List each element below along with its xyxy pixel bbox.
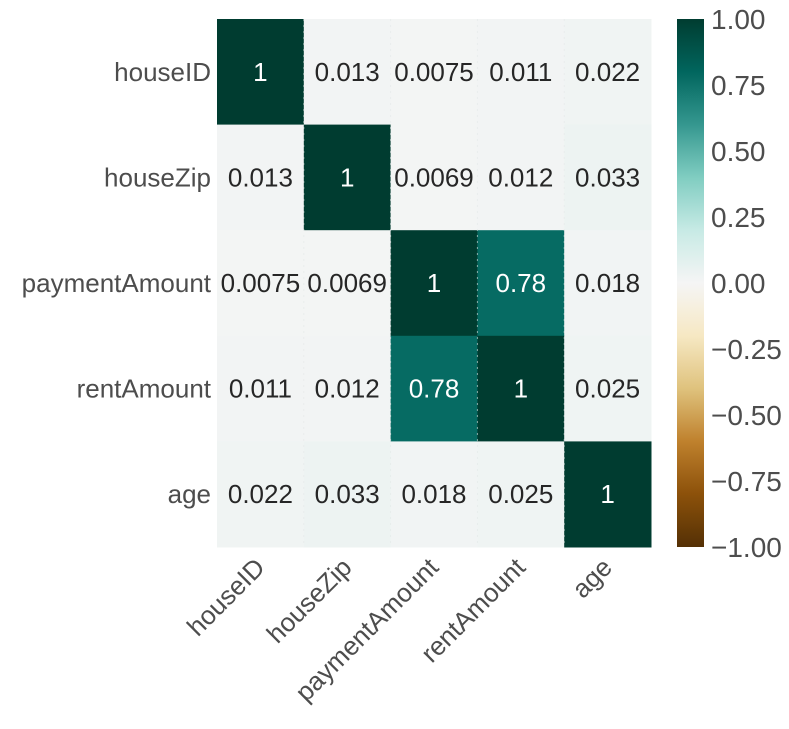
cell-annotation: 0.012	[488, 162, 553, 192]
cell-annotation: 0.011	[229, 374, 292, 404]
row-labels: houseID houseZip paymentAmount rentAmount ag…	[22, 57, 212, 509]
cell-annotation: 1	[600, 479, 614, 509]
heatmap-cell	[477, 124, 565, 231]
heatmap-cell	[477, 230, 565, 337]
row-label: rentAmount	[77, 374, 212, 404]
heatmap-cell	[217, 441, 305, 548]
colorbar-tick-label: 0.25	[711, 202, 766, 233]
heatmap-cell	[564, 441, 652, 548]
colorbar-tick-label: 0.50	[711, 136, 766, 167]
heatmap-cell	[217, 230, 305, 337]
heatmap-cell	[303, 230, 392, 337]
heatmap-cell	[477, 19, 565, 126]
cell-annotation: 0.025	[488, 479, 553, 509]
cell-annotation: 0.022	[228, 479, 293, 509]
cell-annotation: 0.0069	[394, 162, 474, 192]
cell-annotation: 0.018	[401, 479, 466, 509]
heatmap-cell	[564, 124, 652, 231]
heatmap-cell	[390, 441, 478, 548]
cell-annotation: 0.018	[575, 268, 640, 298]
colorbar: 1.00 0.75 0.50 0.25 0.00 −0.25 −0.50 −0.75 −1.00	[677, 4, 782, 563]
heatmap-cell	[303, 19, 392, 126]
heatmap-cell	[390, 335, 478, 442]
colorbar-tick-label: −0.25	[711, 334, 782, 365]
heatmap-cell	[564, 19, 652, 126]
heatmap-cell	[477, 335, 565, 442]
heatmap-gridlines	[303, 19, 565, 547]
cell-annotation: 0.013	[228, 162, 293, 192]
cell-annotation: 0.78	[495, 268, 546, 298]
heatmap-cell	[217, 335, 305, 442]
cell-annotations: 1 0.013 0.0075 0.011 0.022 0.013 1 0.0069 0.012 0…	[221, 57, 641, 509]
cell-annotation: 0.025	[575, 374, 640, 404]
row-label: paymentAmount	[22, 268, 212, 298]
colorbar-gradient	[677, 19, 704, 547]
heatmap-cell	[477, 441, 565, 548]
colorbar-tick-label: 0.00	[711, 268, 766, 299]
heatmap-cell	[390, 124, 478, 231]
heatmap-cell	[564, 230, 652, 337]
cell-annotation: 0.78	[409, 374, 460, 404]
cell-annotation: 0.013	[315, 57, 380, 87]
heatmap-cell	[217, 124, 305, 231]
cell-annotation: 0.0075	[394, 57, 474, 87]
cell-annotation: 0.033	[315, 479, 380, 509]
colorbar-tick-label: −0.75	[711, 466, 782, 497]
cell-annotation: 0.033	[575, 162, 640, 192]
cell-annotation: 1	[514, 374, 528, 404]
heatmap-cell	[217, 19, 305, 126]
heatmap-cell	[564, 335, 652, 442]
cell-annotation: 0.0069	[307, 268, 387, 298]
heatmap-cell	[303, 441, 392, 548]
cell-annotation: 1	[253, 57, 267, 87]
heatmap-cell	[390, 19, 478, 126]
row-label: age	[168, 479, 211, 509]
cell-annotation: 1	[427, 268, 441, 298]
heatmap-cell	[303, 335, 392, 442]
cell-annotation: 0.022	[575, 57, 640, 87]
row-label: houseZip	[104, 162, 211, 192]
column-label: age	[566, 552, 618, 604]
colorbar-tick-label: 1.00	[711, 4, 766, 35]
row-label: houseID	[114, 57, 211, 87]
colorbar-tick-label: −0.50	[711, 400, 782, 431]
colorbar-tick-label: −1.00	[711, 532, 782, 563]
cell-annotation: 0.0075	[221, 268, 301, 298]
column-label: houseID	[181, 552, 271, 642]
heatmap-cell	[303, 124, 392, 231]
cell-annotation: 0.011	[489, 57, 552, 87]
cell-annotation: 0.012	[315, 374, 380, 404]
colorbar-tick-label: 0.75	[711, 70, 766, 101]
heatmap-cell	[390, 230, 478, 337]
heatmap-cells	[217, 19, 652, 548]
cell-annotation: 1	[340, 162, 354, 192]
